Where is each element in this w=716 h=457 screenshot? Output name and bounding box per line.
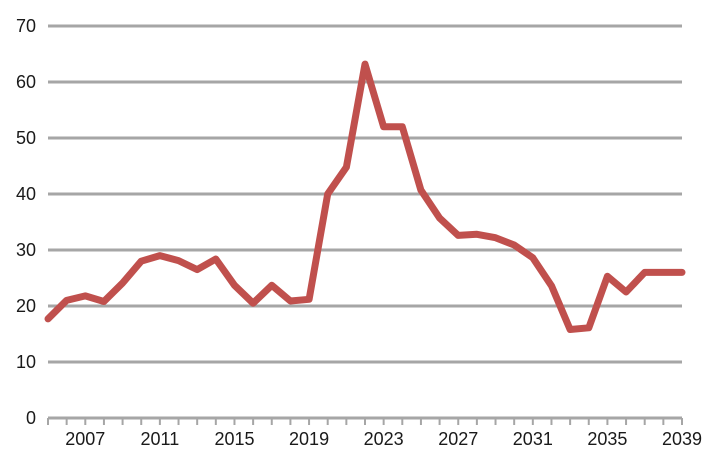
x-tick-label: 2015 bbox=[214, 429, 254, 449]
y-tick-label: 20 bbox=[16, 296, 36, 316]
x-tick-label: 2035 bbox=[587, 429, 627, 449]
series bbox=[44, 60, 686, 333]
y-tick-label: 70 bbox=[16, 16, 36, 36]
series-line-0 bbox=[44, 60, 686, 333]
x-tick-label: 2031 bbox=[513, 429, 553, 449]
x-axis bbox=[47, 416, 683, 425]
y-tick-label: 50 bbox=[16, 128, 36, 148]
x-tick-label: 2007 bbox=[65, 429, 105, 449]
y-tick-label: 40 bbox=[16, 184, 36, 204]
y-tick-label: 0 bbox=[26, 408, 36, 428]
y-tick-label: 30 bbox=[16, 240, 36, 260]
y-tick-label: 60 bbox=[16, 72, 36, 92]
x-tick-label: 2027 bbox=[438, 429, 478, 449]
x-tick-label: 2039 bbox=[662, 429, 702, 449]
x-tick-label: 2019 bbox=[289, 429, 329, 449]
x-axis-tick-labels: 2007 2011 2015 2019 2023 2027 2031 2035 2039 bbox=[65, 429, 702, 449]
x-tick-label: 2011 bbox=[141, 429, 180, 449]
y-tick-label: 10 bbox=[16, 352, 36, 372]
y-axis-tick-labels: 0 10 20 30 40 50 60 70 bbox=[16, 16, 36, 428]
x-tick-label: 2023 bbox=[364, 429, 404, 449]
